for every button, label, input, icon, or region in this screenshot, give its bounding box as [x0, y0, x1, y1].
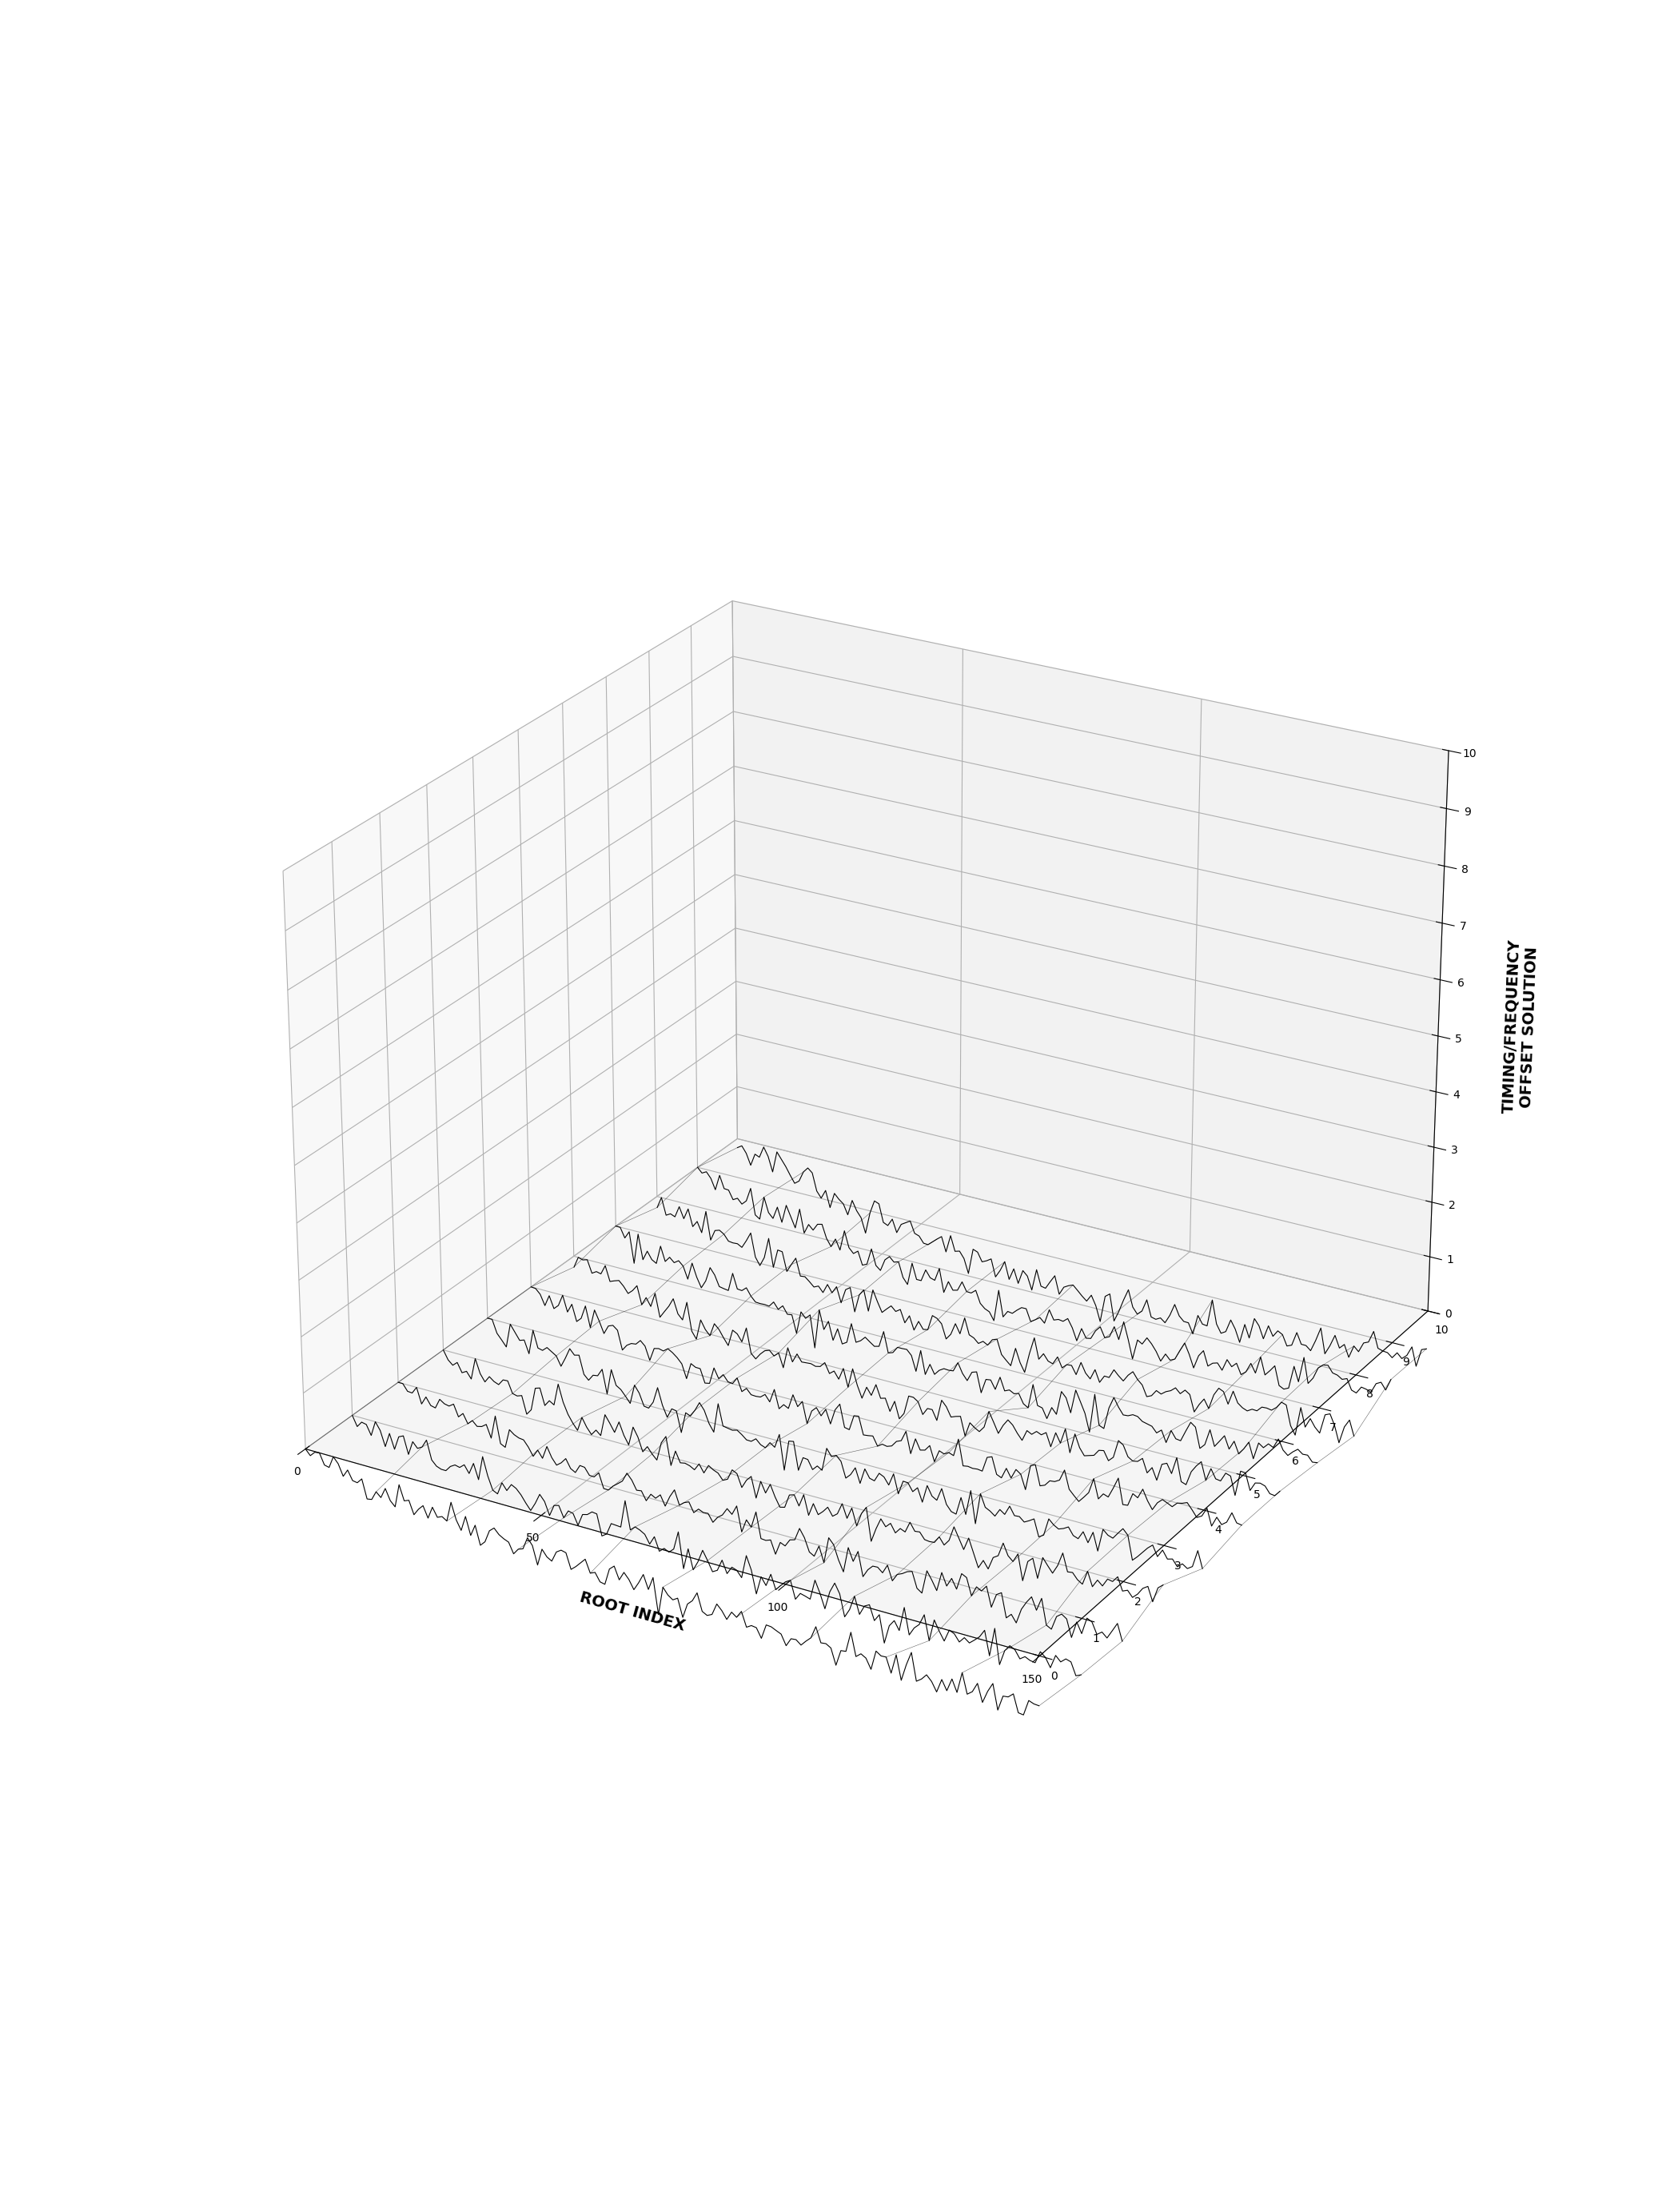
X-axis label: ROOT INDEX: ROOT INDEX: [577, 1590, 686, 1635]
